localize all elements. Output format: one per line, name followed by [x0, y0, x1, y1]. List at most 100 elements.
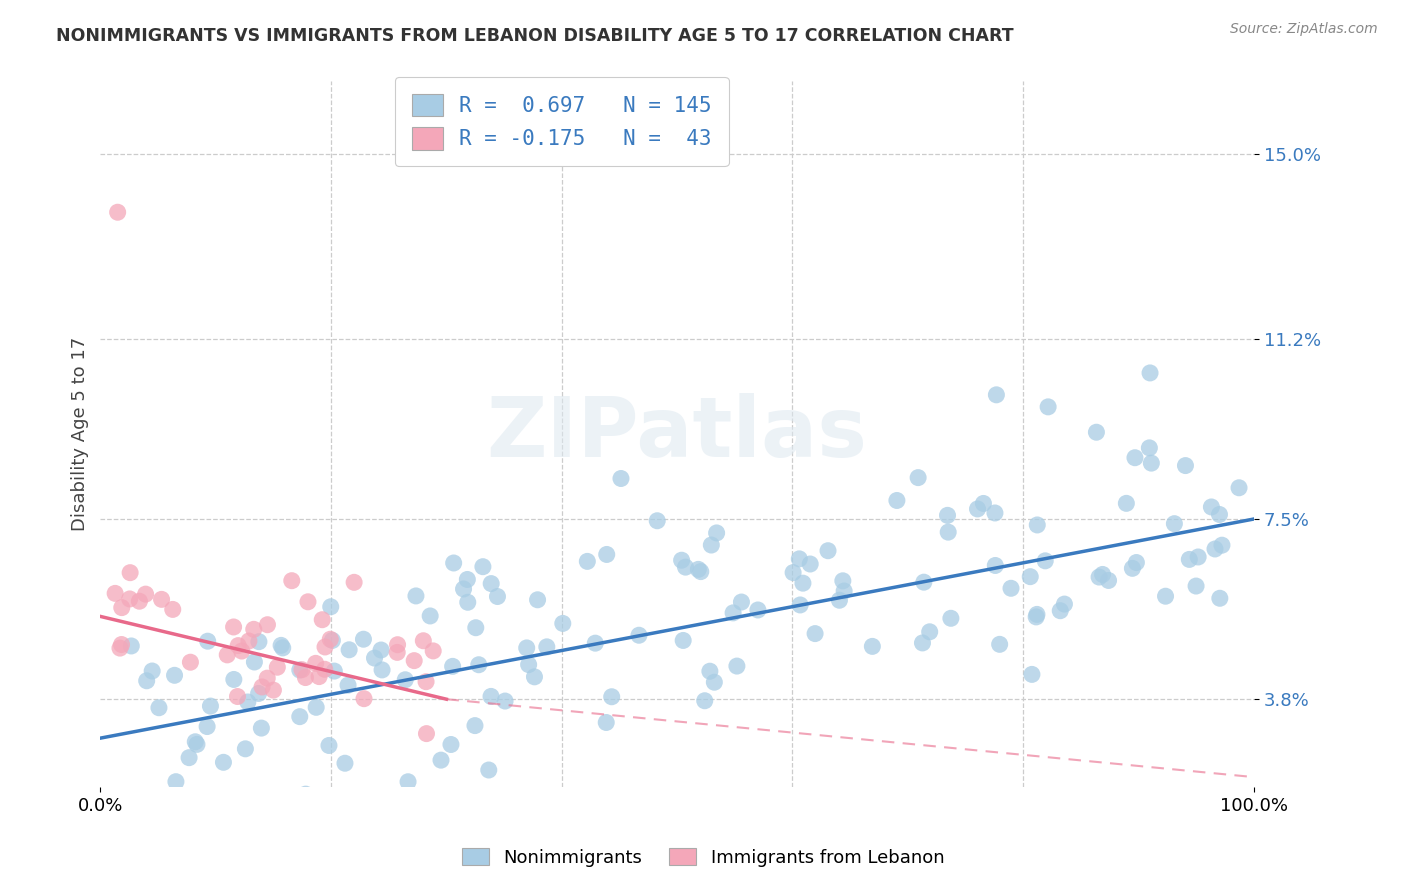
Point — [148, 700, 170, 714]
Point — [486, 590, 509, 604]
Point — [250, 721, 273, 735]
Point — [464, 621, 486, 635]
Point — [886, 493, 908, 508]
Point — [456, 573, 478, 587]
Point — [610, 471, 633, 485]
Point — [343, 575, 366, 590]
Point — [314, 662, 336, 676]
Point — [468, 657, 491, 672]
Point — [405, 589, 427, 603]
Point — [1174, 458, 1197, 473]
Point — [516, 640, 538, 655]
Point — [699, 664, 721, 678]
Point — [430, 753, 453, 767]
Point — [792, 576, 814, 591]
Point — [832, 584, 855, 599]
Point — [318, 739, 340, 753]
Point — [370, 643, 392, 657]
Point — [337, 642, 360, 657]
Point — [387, 645, 409, 659]
Point — [479, 576, 502, 591]
Point — [305, 700, 328, 714]
Point — [197, 634, 219, 648]
Point — [1000, 582, 1022, 596]
Point — [464, 718, 486, 732]
Point — [551, 616, 574, 631]
Point — [135, 587, 157, 601]
Point — [523, 670, 546, 684]
Point — [238, 634, 260, 648]
Legend: R =  0.697   N = 145, R = -0.175   N =  43: R = 0.697 N = 145, R = -0.175 N = 43 — [395, 77, 728, 166]
Point — [1123, 450, 1146, 465]
Point — [195, 720, 218, 734]
Point — [291, 663, 314, 677]
Point — [986, 388, 1008, 402]
Point — [353, 632, 375, 647]
Point — [256, 671, 278, 685]
Point — [576, 554, 599, 568]
Point — [688, 562, 710, 576]
Point — [256, 617, 278, 632]
Point — [396, 774, 419, 789]
Point — [1208, 508, 1230, 522]
Point — [1140, 456, 1163, 470]
Point — [703, 675, 725, 690]
Point — [1053, 597, 1076, 611]
Point — [308, 670, 330, 684]
Point — [984, 558, 1007, 573]
Point — [200, 699, 222, 714]
Point — [441, 659, 464, 673]
Point — [212, 756, 235, 770]
Point — [150, 592, 173, 607]
Point — [371, 663, 394, 677]
Point — [1211, 538, 1233, 552]
Point — [747, 603, 769, 617]
Point — [782, 566, 804, 580]
Point — [337, 678, 360, 692]
Point — [419, 609, 441, 624]
Point — [314, 640, 336, 654]
Point — [120, 639, 142, 653]
Point — [1201, 500, 1223, 514]
Point — [671, 553, 693, 567]
Point — [1088, 570, 1111, 584]
Point — [387, 638, 409, 652]
Point — [693, 694, 716, 708]
Point — [912, 575, 935, 590]
Text: Source: ZipAtlas.com: Source: ZipAtlas.com — [1230, 22, 1378, 37]
Point — [217, 648, 239, 662]
Point — [1085, 425, 1108, 440]
Point — [118, 591, 141, 606]
Point — [222, 673, 245, 687]
Point — [1026, 607, 1049, 622]
Point — [141, 664, 163, 678]
Point — [645, 514, 668, 528]
Point — [297, 595, 319, 609]
Point — [128, 594, 150, 608]
Point — [1185, 579, 1208, 593]
Point — [104, 586, 127, 600]
Point — [911, 636, 934, 650]
Point — [236, 695, 259, 709]
Point — [536, 640, 558, 654]
Point — [725, 659, 748, 673]
Point — [595, 715, 617, 730]
Y-axis label: Disability Age 5 to 17: Disability Age 5 to 17 — [72, 336, 89, 531]
Point — [799, 557, 821, 571]
Point — [700, 538, 723, 552]
Point — [706, 525, 728, 540]
Point — [333, 756, 356, 771]
Point — [457, 595, 479, 609]
Point — [179, 655, 201, 669]
Point — [235, 741, 257, 756]
Point — [288, 709, 311, 723]
Point — [394, 673, 416, 687]
Point — [323, 664, 346, 678]
Point — [471, 559, 494, 574]
Point — [294, 787, 316, 801]
Point — [1097, 574, 1119, 588]
Point — [583, 636, 606, 650]
Point — [247, 634, 270, 648]
Point — [831, 574, 853, 588]
Point — [600, 690, 623, 704]
